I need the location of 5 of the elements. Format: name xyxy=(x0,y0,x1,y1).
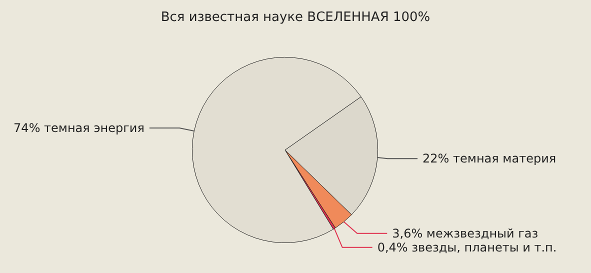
chart-title: Вся известная науке ВСЕЛЕННАЯ 100% xyxy=(160,10,430,25)
slice-label: 22% темная материя xyxy=(422,152,556,166)
slice-label: 3,6% межзвездный газ xyxy=(392,226,538,240)
slice-label: 74% темная энергия xyxy=(14,120,144,135)
slice-label: 0,4% звезды, планеты и т.п. xyxy=(377,240,557,254)
